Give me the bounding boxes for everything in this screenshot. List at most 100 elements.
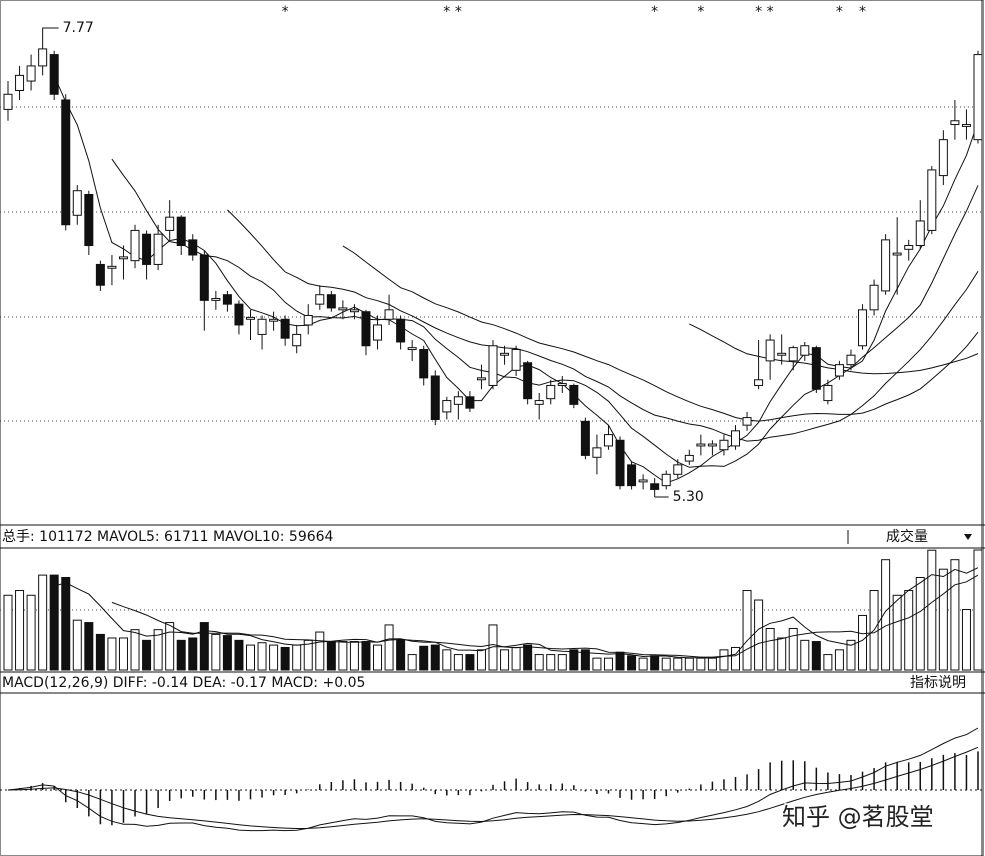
volume-bar (858, 614, 868, 671)
candle-body (396, 318, 406, 343)
candle-body (199, 254, 209, 301)
volume-bar (603, 657, 613, 671)
candle-body (84, 193, 94, 247)
candle-body (165, 216, 175, 231)
signal-marker: * (755, 4, 762, 20)
diff-line (7, 727, 979, 832)
volume-bar (834, 649, 844, 671)
candle-body (234, 303, 244, 326)
candle-body (269, 318, 279, 322)
volume-bar (950, 559, 960, 671)
candle-body (361, 311, 371, 347)
candle-body (338, 307, 348, 311)
volume-bar (742, 590, 752, 671)
volume-bar (927, 549, 937, 671)
volume-bar (707, 657, 717, 671)
candle-body (407, 347, 417, 351)
candle-body (627, 464, 637, 487)
signal-marker: * (836, 4, 843, 20)
candle-body (892, 252, 902, 256)
candle-body (26, 65, 36, 82)
macd-button[interactable]: 指标说明 (910, 675, 966, 691)
volume-bar (973, 549, 983, 671)
volume-bar (257, 642, 267, 671)
candle-body (754, 379, 764, 386)
watermark: 知乎 @茗股堂 (782, 803, 934, 831)
max-label: 7.77 (63, 20, 94, 36)
volume-bar (788, 627, 798, 671)
volume-bar (419, 645, 429, 671)
volume-bar (904, 590, 914, 671)
candle-body (419, 349, 429, 379)
candle-body (881, 239, 891, 292)
candle-body (858, 309, 868, 347)
volume-bar (580, 649, 590, 671)
volume-bar (430, 644, 440, 671)
volume-bar (846, 639, 856, 671)
price-ma-line (53, 75, 979, 484)
volume-bar (176, 639, 186, 671)
volume-bar (800, 639, 810, 671)
candle-body (846, 354, 856, 366)
volume-bar (465, 654, 475, 671)
candle-body (777, 352, 787, 356)
candle-body (257, 318, 267, 335)
volume-bar (488, 624, 498, 671)
volume-bar (49, 574, 59, 671)
watermark-halo: 知乎 @茗股堂 (782, 803, 934, 831)
volume-bar (269, 644, 279, 671)
candle-body (500, 352, 510, 356)
volume-bar (15, 590, 25, 671)
dea-line (7, 746, 979, 830)
volume-bar (396, 639, 406, 671)
candle-body (811, 347, 821, 390)
volume-bar (442, 649, 452, 671)
volume-bar (84, 622, 94, 671)
candle-body (130, 229, 140, 262)
volume-bar (326, 641, 336, 671)
candle-body (534, 400, 544, 405)
volume-bar (373, 644, 383, 671)
candle-body (442, 400, 452, 413)
candle-body (800, 345, 810, 356)
candle-body (326, 294, 336, 309)
volume-bar (384, 624, 394, 671)
volume-bar (938, 568, 948, 671)
volume-bar (638, 657, 648, 671)
volume-bar (881, 559, 891, 671)
candle-body (153, 233, 163, 265)
candle-body (95, 263, 105, 286)
candle-body (315, 294, 325, 305)
volume-ma-line (54, 567, 979, 659)
volume-ma-line (111, 574, 979, 658)
candle-body (638, 479, 648, 483)
volume-bar (534, 654, 544, 671)
volume-bar (246, 644, 255, 671)
candle-body (707, 443, 717, 447)
candle-body (476, 377, 486, 381)
candle-body (927, 169, 937, 231)
candle-body (661, 473, 671, 487)
candle-body (615, 439, 625, 487)
volume-bar (569, 649, 579, 671)
volume-bar (731, 646, 740, 671)
candle-body (511, 349, 521, 371)
volume-bar (338, 641, 348, 671)
candle-body (61, 99, 71, 226)
volume-bar (142, 639, 152, 671)
candle-body (603, 434, 613, 447)
candle-body (453, 396, 463, 405)
candle-body (303, 314, 313, 326)
volume-bar (523, 644, 533, 671)
candle-body (788, 347, 798, 362)
macd-title: MACD(12,26,9) DIFF: -0.14 DEA: -0.17 MAC… (2, 675, 365, 691)
candle-body (546, 384, 556, 400)
volume-bar (961, 609, 971, 671)
dropdown-arrow[interactable] (964, 534, 972, 540)
volume-bar (627, 655, 637, 671)
volume-bar (892, 594, 902, 671)
volume-bar (361, 641, 371, 671)
volume-indicator[interactable]: 成交量 (886, 528, 928, 545)
volume-bar (811, 641, 821, 671)
